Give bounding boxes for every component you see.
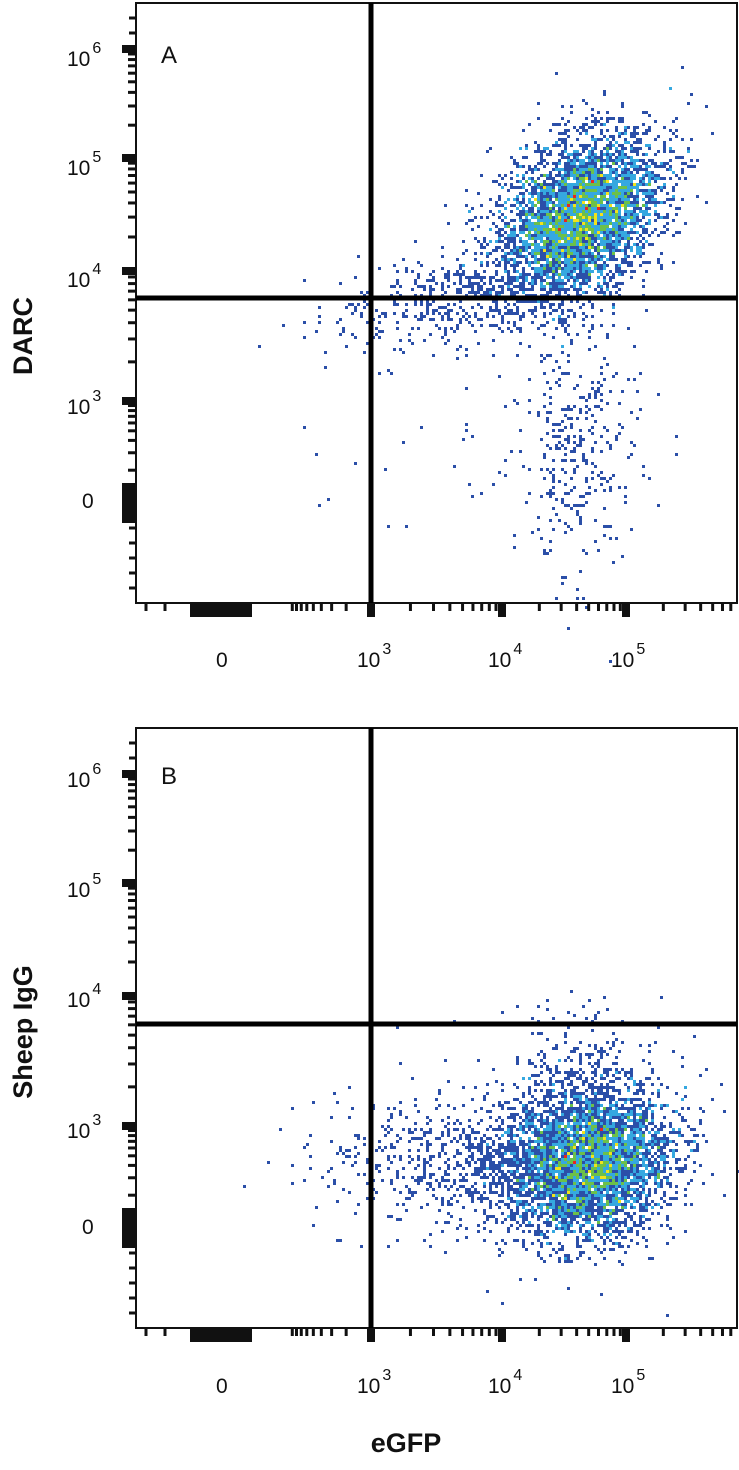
- panel-a-ytick-1e3: 10 3: [67, 388, 101, 419]
- panel-b-xtick-1e4: 10 4: [488, 1367, 522, 1398]
- panel-a-label: A: [161, 42, 177, 69]
- panel-a-ytick-1e5: 10 5: [67, 149, 101, 180]
- panel-b-ytick-1e6: 10 6: [67, 761, 101, 792]
- panel-a-scatter: [258, 66, 714, 663]
- panel-b-xtick-1e3: 10 3: [357, 1367, 391, 1398]
- panel-b-y-axis-title: Sheep IgG: [8, 965, 38, 1099]
- panel-a-xtick-1e3: 10 3: [357, 641, 391, 672]
- panel-a-ytick-1e6: 10 6: [67, 40, 101, 71]
- panel-b-frame: [135, 727, 738, 1329]
- panel-b-label: B: [161, 763, 177, 790]
- panel-b-xtick-1e5: 10 5: [611, 1367, 645, 1398]
- panel-a: A 10 6 10 5 10 4 10 3 0 0 10 3 10 4 10 5 DARC: [8, 2, 738, 672]
- panel-a-y-axis-title: DARC: [8, 297, 38, 375]
- panel-a-xtick-1e5: 10 5: [611, 641, 645, 672]
- panel-a-xtick-0: 0: [216, 649, 228, 672]
- panel-b-ytick-0: 0: [82, 1216, 94, 1239]
- panel-b-xtick-0: 0: [216, 1375, 228, 1398]
- panel-a-frame: [135, 2, 738, 604]
- panel-b-ytick-1e5: 10 5: [67, 871, 101, 902]
- x-axis-title: eGFP: [371, 1428, 442, 1458]
- panel-b-scatter: [243, 990, 739, 1317]
- panel-b: B 10 6 10 5 10 4 10 3 0 0 10 3 10 4 10 5 Sheep …: [8, 727, 739, 1398]
- panel-a-xtick-1e4: 10 4: [488, 641, 522, 672]
- panel-b-ytick-1e4: 10 4: [67, 981, 101, 1012]
- panel-a-ytick-0: 0: [82, 490, 94, 513]
- panel-b-ytick-1e3: 10 3: [67, 1112, 101, 1143]
- panel-b-axis-ticks: [122, 741, 733, 1342]
- panel-a-ytick-1e4: 10 4: [67, 261, 101, 292]
- panel-a-axis-ticks: [122, 16, 733, 617]
